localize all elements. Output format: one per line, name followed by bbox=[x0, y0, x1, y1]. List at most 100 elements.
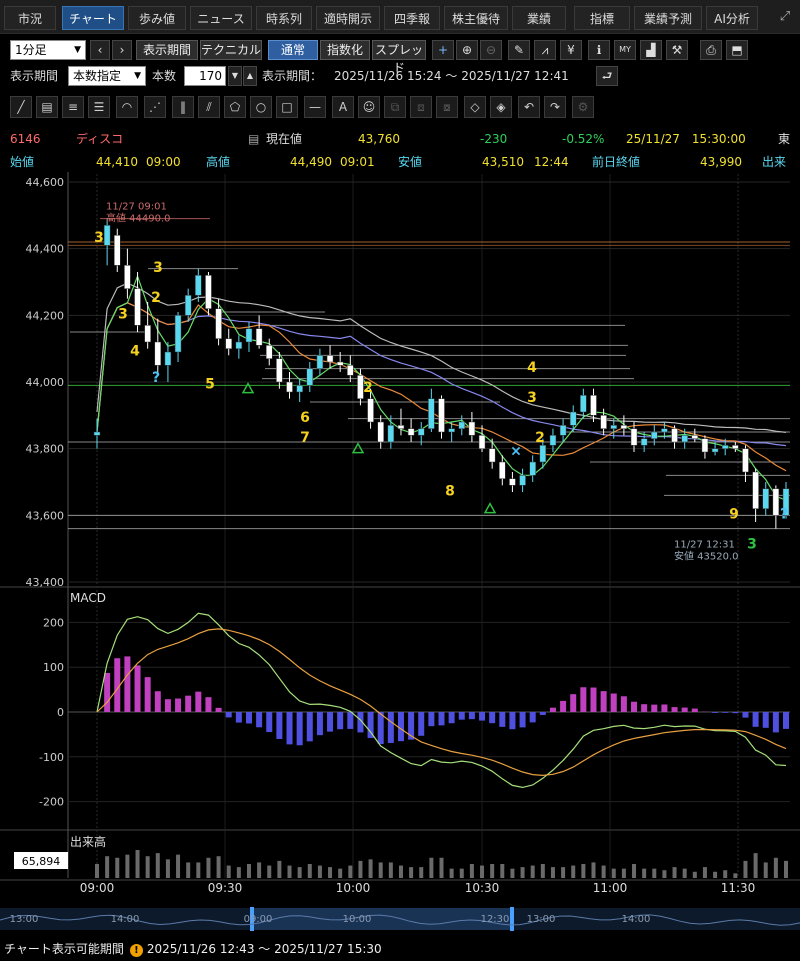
index-button[interactable]: 指数化 bbox=[320, 40, 370, 60]
macd-histogram-bar bbox=[549, 707, 556, 712]
emoji-tool-icon[interactable]: ☺ bbox=[358, 96, 380, 118]
candle-body bbox=[336, 361, 344, 366]
parallel-tool-icon[interactable]: ⫽ bbox=[198, 96, 220, 118]
normal-button[interactable]: 通常 bbox=[268, 40, 318, 60]
area-chart-icon[interactable]: ▟ bbox=[640, 40, 662, 60]
return-icon[interactable]: ⮐ bbox=[596, 66, 618, 86]
copy-tool-icon[interactable]: ⧉ bbox=[384, 96, 406, 118]
range-value: 2025/11/26 15:24 ～ 2025/11/27 12:41 bbox=[334, 69, 569, 83]
tab-shikiho[interactable]: 四季報 bbox=[384, 6, 440, 30]
prev-close-value: 43,990 bbox=[700, 155, 742, 169]
candle-body bbox=[357, 375, 364, 399]
dropdown-arrow-icon: ▼ bbox=[74, 45, 81, 55]
volume-bar bbox=[773, 857, 778, 878]
count-up-icon[interactable]: ▲ bbox=[243, 66, 257, 86]
candle-body bbox=[316, 355, 324, 369]
print-icon[interactable]: ⎙ bbox=[700, 40, 722, 60]
candle-body bbox=[529, 461, 536, 476]
candle-body bbox=[387, 425, 395, 443]
warning-icon: ! bbox=[129, 944, 143, 957]
expand-icon[interactable]: ⤢ bbox=[779, 9, 791, 24]
list-icon[interactable]: ▤ bbox=[248, 132, 260, 146]
rect-tool-icon[interactable]: □ bbox=[276, 96, 298, 118]
pentagon-tool-icon[interactable]: ⬠ bbox=[224, 96, 246, 118]
dash-tool-icon[interactable]: — bbox=[304, 96, 326, 118]
macd-histogram-bar bbox=[458, 712, 465, 720]
candle-body bbox=[559, 425, 567, 436]
candle-body bbox=[235, 341, 243, 349]
tab-market[interactable]: 市況 bbox=[4, 6, 56, 30]
paste-tool-icon[interactable]: ⧇ bbox=[436, 96, 458, 118]
erase-tool-icon[interactable]: ◇ bbox=[464, 96, 486, 118]
tab-ai-analysis[interactable]: AI分析 bbox=[706, 6, 758, 30]
candle-body bbox=[458, 421, 466, 429]
zoom-out-icon[interactable]: ⊖ bbox=[480, 40, 502, 60]
ruler-tool-icon[interactable]: ▤ bbox=[36, 96, 58, 118]
fan-tool-icon[interactable]: ⋰ bbox=[144, 96, 166, 118]
erase-all-tool-icon[interactable]: ◈ bbox=[490, 96, 512, 118]
arc-tool-icon[interactable]: ◠ bbox=[116, 96, 138, 118]
zoom-in-icon[interactable]: ⊕ bbox=[456, 40, 478, 60]
count-marker: × bbox=[510, 443, 522, 459]
tab-indicators[interactable]: 指標 bbox=[574, 6, 630, 30]
stock-chart[interactable]: 44,600 44,400 44,200 44,000 43,800 43,600 43,4… bbox=[0, 172, 800, 936]
candle-body bbox=[732, 445, 739, 449]
volume-bar bbox=[226, 865, 231, 878]
macd-histogram-bar bbox=[124, 656, 131, 712]
yen-icon[interactable]: ¥ bbox=[560, 40, 582, 60]
my-chart-icon[interactable]: MY bbox=[614, 40, 636, 60]
interval-select[interactable]: 1分足 ▼ bbox=[10, 40, 86, 60]
candle-body bbox=[164, 351, 172, 366]
volume-bar bbox=[480, 865, 485, 878]
spread-button[interactable]: スプレッド bbox=[372, 40, 426, 75]
volume-bar bbox=[378, 862, 383, 878]
undo-tool-icon[interactable]: ↶ bbox=[518, 96, 540, 118]
count-input[interactable]: 170 bbox=[184, 66, 226, 86]
technical-button[interactable]: テクニカル bbox=[200, 40, 262, 60]
macd-histogram-bar bbox=[215, 707, 222, 712]
macd-histogram-bar bbox=[164, 699, 171, 712]
tab-chart[interactable]: チャート bbox=[62, 6, 124, 30]
macd-histogram-bar bbox=[712, 712, 719, 713]
wrench-icon[interactable]: ⚒ bbox=[666, 40, 688, 60]
hline-tool-icon[interactable]: ≡ bbox=[62, 96, 84, 118]
candle-body bbox=[417, 428, 425, 436]
next-arrow-button[interactable]: › bbox=[112, 40, 132, 60]
tab-disclosure[interactable]: 適時開示 bbox=[316, 6, 380, 30]
volume-bar bbox=[105, 856, 110, 878]
volume-bar bbox=[429, 857, 434, 878]
settings-tool-icon[interactable]: ⚙ bbox=[572, 96, 594, 118]
text-tool-icon[interactable]: A bbox=[332, 96, 354, 118]
volume-bar bbox=[115, 857, 120, 878]
tab-benefits[interactable]: 株主優待 bbox=[444, 6, 508, 30]
tab-results[interactable]: 業績 bbox=[512, 6, 566, 30]
period-button[interactable]: 表示期間 bbox=[136, 40, 198, 60]
channel-tool-icon[interactable]: ☰ bbox=[88, 96, 110, 118]
macd-histogram-bar bbox=[722, 712, 729, 713]
macd-histogram-bar bbox=[783, 712, 789, 729]
vlines-tool-icon[interactable]: ‖ bbox=[172, 96, 194, 118]
time-tick-label: 09:00 bbox=[80, 881, 115, 895]
redo-tool-icon[interactable]: ↷ bbox=[544, 96, 566, 118]
period-mode-select[interactable]: 本数指定 ▼ bbox=[68, 66, 146, 86]
high-label: 高値 bbox=[206, 155, 231, 169]
tab-timeseries[interactable]: 時系列 bbox=[256, 6, 312, 30]
time-tick-label: 11:30 bbox=[721, 881, 756, 895]
tab-forecast[interactable]: 業績予測 bbox=[634, 6, 702, 30]
prev-arrow-button[interactable]: ‹ bbox=[90, 40, 110, 60]
macd-histogram-bar bbox=[286, 712, 293, 745]
circle-tool-icon[interactable]: ○ bbox=[250, 96, 272, 118]
cut-tool-icon[interactable]: ⧈ bbox=[410, 96, 432, 118]
pen-icon[interactable]: ✎ bbox=[508, 40, 530, 60]
export-icon[interactable]: ⬒ bbox=[726, 40, 748, 60]
trend-icon[interactable]: ⩘ bbox=[534, 40, 556, 60]
tab-news[interactable]: ニュース bbox=[190, 6, 252, 30]
info-icon[interactable]: ℹ bbox=[588, 40, 610, 60]
macd-histogram-bar bbox=[134, 665, 141, 712]
macd-histogram-bar bbox=[408, 712, 415, 740]
tab-ticks[interactable]: 歩み値 bbox=[128, 6, 186, 30]
count-down-icon[interactable]: ▼ bbox=[228, 66, 242, 86]
volume-bar bbox=[642, 868, 647, 878]
line-tool-icon[interactable]: ╱ bbox=[10, 96, 32, 118]
crosshair-icon[interactable]: + bbox=[432, 40, 454, 60]
